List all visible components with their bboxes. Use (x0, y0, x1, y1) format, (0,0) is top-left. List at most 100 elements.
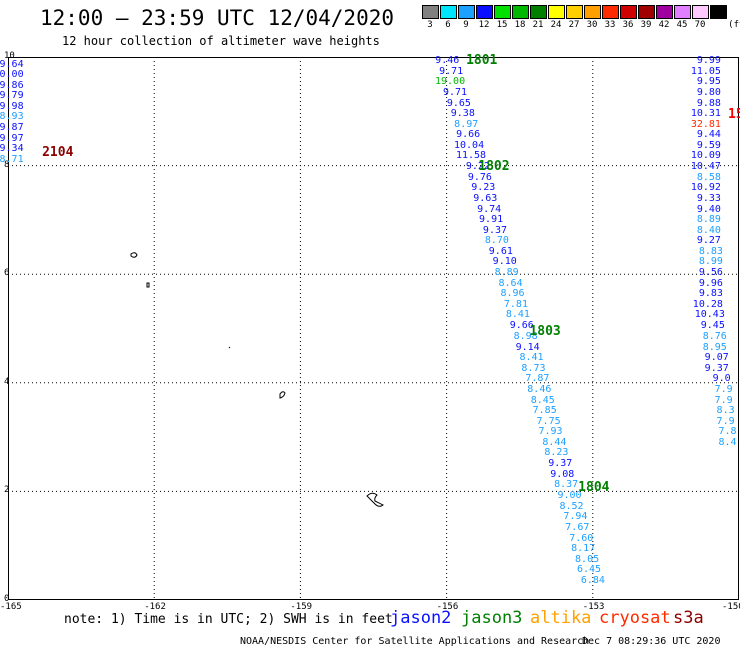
legend-swatch (656, 5, 673, 19)
lat-tick-label: 8 (4, 159, 10, 170)
wave-height-value: 9.56 (698, 267, 723, 279)
wave-height-value: 8.97 (454, 118, 479, 130)
satellite-label: jason3 (461, 608, 523, 628)
legend-swatch (674, 5, 691, 19)
wave-height-value: 8.4 (718, 437, 737, 449)
wave-height-value: 8.41 (505, 309, 530, 321)
islands (130, 252, 384, 507)
wave-height-value: 10.28 (692, 299, 723, 311)
island-3 (228, 346, 231, 349)
satellite-label: jason2 (390, 608, 452, 628)
wave-height-value: 9.79 (0, 90, 24, 102)
wave-height-value: 8.05 (575, 553, 600, 565)
wave-height-value: 8.73 (521, 362, 546, 374)
footer-timestamp: Dec 7 08:29:36 UTC 2020 (582, 636, 721, 647)
wave-height-value: 9.45 (700, 320, 725, 332)
legend-swatch (440, 5, 457, 19)
legend-label: 39 (640, 20, 652, 30)
legend-label: 9 (463, 20, 469, 30)
wave-height-value: 9.22 (465, 161, 490, 173)
lon-tick-label: -150 (722, 602, 740, 612)
wave-height-value: 9.76 (467, 171, 492, 183)
wave-height-value: 9.44 (696, 129, 721, 141)
wave-height-value: 9.83 (698, 288, 723, 300)
legend-label: 15 (496, 20, 508, 30)
wave-height-value: 7.94 (563, 511, 588, 523)
footer-credit: NOAA/NESDIS Center for Satellite Applica… (240, 636, 590, 647)
legend-swatch (422, 5, 439, 19)
wave-height-value: 8.23 (544, 447, 569, 459)
satellite-label: cryosat (599, 608, 671, 628)
wave-height-value: 9.08 (550, 468, 575, 480)
lat-tick-label: 4 (4, 376, 10, 387)
wave-height-value: 10.00 (0, 68, 24, 80)
wave-height-value: 8.93 (0, 111, 24, 123)
legend-label: 33 (604, 20, 616, 30)
legend-label: 42 (658, 20, 670, 30)
wave-height-value: 7.60 (569, 532, 594, 544)
wave-height-value: 7.67 (565, 521, 590, 533)
wave-height-value: 9.74 (477, 203, 502, 215)
wave-height-value: 9.99 (696, 54, 721, 66)
wave-height-value: 10.47 (690, 161, 721, 173)
wave-height-value: 7.87 (525, 372, 550, 384)
legend-label: 12 (478, 20, 490, 30)
legend-label: 6 (445, 20, 451, 30)
satellite-label: s3a (673, 608, 704, 628)
map-frame (8, 57, 739, 600)
wave-height-value: 9.98 (0, 100, 24, 112)
wave-height-value: 9.96 (698, 277, 723, 289)
wave-height-value: 7.9 (716, 415, 735, 427)
lat-tick-label: 0 (4, 594, 10, 604)
wave-height-value: 8.3 (716, 405, 735, 417)
wave-height-value: 10.43 (694, 309, 725, 321)
wave-height-value: 9.33 (696, 192, 721, 204)
wave-height-value: 9.34 (0, 143, 24, 155)
island-5 (366, 492, 384, 507)
wave-height-value: 32.81 (690, 118, 721, 130)
legend-swatch (710, 5, 727, 19)
wave-height-value: 8.58 (696, 171, 721, 183)
wave-height-value: 8.89 (494, 267, 519, 279)
legend-label: 24 (550, 20, 562, 30)
pass-label: 1804 (578, 480, 610, 496)
wave-height-value: 9.65 (446, 97, 471, 109)
wave-height-value: 9.95 (696, 75, 721, 87)
wave-height-value: 8.44 (542, 437, 567, 449)
page-subtitle: 12 hour collection of altimeter wave hei… (62, 34, 380, 48)
wave-height-value: 8.96 (500, 288, 525, 300)
wave-height-value: 8.95 (702, 341, 727, 353)
wave-height-value: 7.85 (532, 405, 557, 417)
wave-height-value: 8.37 (554, 479, 579, 491)
wave-height-value: 9.80 (696, 86, 721, 98)
legend-swatch (530, 5, 547, 19)
wave-height-value: 9.87 (0, 122, 24, 134)
wave-height-value: 19.00 (435, 75, 466, 87)
lon-tick-label: -153 (582, 602, 605, 612)
lon-tick-label: -162 (144, 602, 166, 612)
wave-height-value: 10.09 (690, 150, 721, 162)
legend-label: 18 (514, 20, 526, 30)
footer-note: note: 1) Time is in UTC; 2) SWH is in fe… (64, 612, 393, 627)
satellite-label: altika (530, 608, 592, 628)
wave-height-value: 7.9 (714, 383, 733, 395)
wave-height-value: 9.88 (696, 97, 721, 109)
wave-height-value: 9.37 (548, 458, 573, 470)
pass-label: 1803 (529, 324, 561, 340)
wave-height-value: 7.93 (538, 426, 563, 438)
wave-height-value: 8.17 (571, 542, 596, 554)
wave-height-value: 7.75 (536, 415, 561, 427)
wave-height-value: 8.52 (559, 500, 584, 512)
lon-tick-label: -165 (0, 602, 22, 612)
island-4 (279, 391, 286, 399)
wave-height-value: 8.76 (702, 330, 727, 342)
wave-height-value: 8.89 (696, 213, 721, 225)
wave-height-value: 6.84 (580, 574, 605, 586)
wave-height-value: 9.10 (492, 256, 517, 268)
legend-label: 36 (622, 20, 634, 30)
wave-height-value: 8.83 (698, 245, 723, 257)
legend-label: 21 (532, 20, 544, 30)
wave-height-value: 9.64 (0, 58, 24, 70)
